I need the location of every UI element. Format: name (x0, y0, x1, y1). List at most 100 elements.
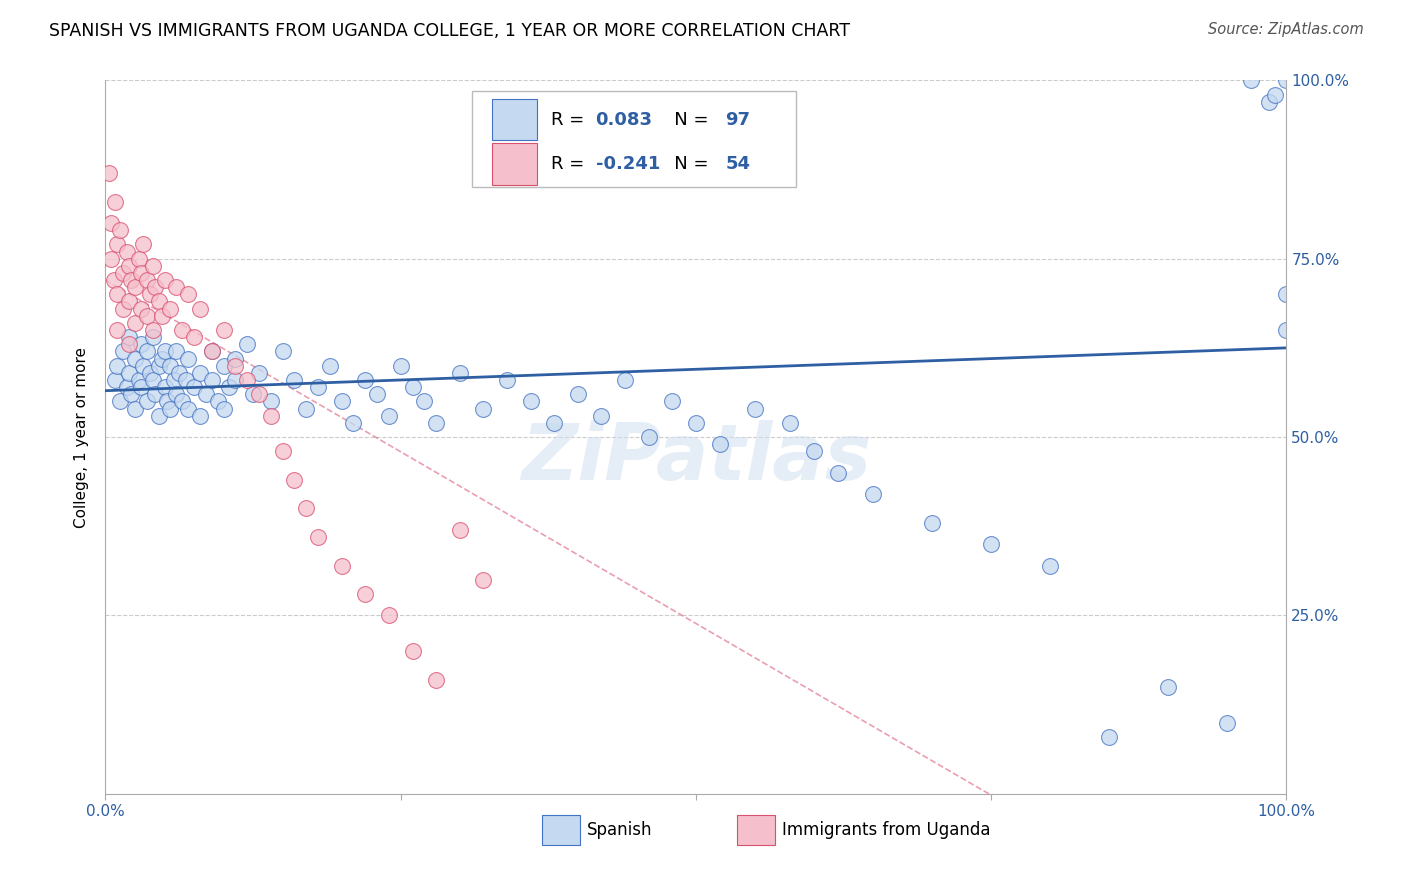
Point (188, 409, 211, 423)
Point (153, 380, 176, 394)
Point (827, 466, 849, 480)
Point (132, 359, 155, 373)
Point (105, 237, 128, 252)
Point (1240, 73, 1263, 87)
Point (212, 401, 235, 416)
Point (236, 373, 259, 387)
Point (142, 323, 165, 337)
Point (118, 337, 141, 351)
Point (115, 244, 138, 259)
Point (148, 359, 170, 373)
Point (108, 394, 131, 409)
Text: Source: ZipAtlas.com: Source: ZipAtlas.com (1208, 22, 1364, 37)
Point (401, 644, 423, 658)
Point (260, 409, 283, 423)
Point (685, 416, 707, 430)
Bar (737, 815, 775, 846)
Point (207, 394, 229, 409)
Point (194, 387, 217, 401)
Text: SPANISH VS IMMIGRANTS FROM UGANDA COLLEGE, 1 YEAR OR MORE CORRELATION CHART: SPANISH VS IMMIGRANTS FROM UGANDA COLLEG… (49, 22, 851, 40)
Point (496, 373, 519, 387)
Point (148, 294, 170, 309)
Point (103, 273, 125, 287)
Point (425, 416, 447, 430)
Point (260, 394, 283, 409)
Point (1264, 87, 1286, 102)
Point (153, 344, 176, 359)
Point (142, 259, 165, 273)
Point (543, 416, 565, 430)
Point (143, 280, 166, 294)
Point (247, 387, 270, 401)
Point (120, 387, 142, 401)
Point (519, 394, 541, 409)
Point (188, 366, 211, 380)
Point (139, 366, 162, 380)
Point (104, 194, 127, 209)
Bar (543, 815, 581, 846)
Text: R =: R = (551, 155, 589, 173)
Text: N =: N = (657, 111, 714, 128)
Point (449, 366, 471, 380)
Point (614, 373, 637, 387)
Point (1275, 287, 1298, 301)
Point (366, 387, 388, 401)
Point (129, 301, 152, 316)
Point (112, 266, 135, 280)
Point (118, 366, 141, 380)
Point (224, 351, 246, 366)
Point (1275, 323, 1298, 337)
Point (167, 366, 190, 380)
Point (177, 401, 200, 416)
Point (135, 273, 157, 287)
Point (201, 344, 224, 359)
Text: Spanish: Spanish (588, 822, 652, 839)
Point (401, 380, 423, 394)
Text: R =: R = (551, 111, 589, 128)
Point (224, 359, 246, 373)
Point (183, 330, 205, 344)
Point (174, 373, 197, 387)
Point (342, 416, 364, 430)
Point (159, 359, 181, 373)
Point (330, 394, 353, 409)
Point (354, 373, 377, 387)
Point (142, 373, 165, 387)
Point (129, 380, 152, 394)
Point (150, 309, 173, 323)
Point (104, 373, 127, 387)
Point (212, 323, 235, 337)
Point (862, 487, 884, 501)
Point (779, 416, 801, 430)
Point (1275, 73, 1298, 87)
Point (236, 337, 259, 351)
Point (159, 301, 181, 316)
Point (165, 280, 187, 294)
Point (128, 252, 150, 266)
Point (135, 344, 157, 359)
Point (156, 394, 179, 409)
Point (295, 401, 318, 416)
Point (378, 409, 401, 423)
Point (98, 166, 121, 180)
Text: N =: N = (657, 155, 714, 173)
Point (413, 394, 436, 409)
Point (118, 294, 141, 309)
Text: 0.083: 0.083 (596, 111, 652, 128)
Point (1257, 95, 1279, 109)
Point (472, 573, 495, 587)
Point (100, 252, 122, 266)
Point (319, 359, 342, 373)
Point (378, 608, 401, 623)
Point (112, 301, 135, 316)
Point (1157, 680, 1180, 694)
Y-axis label: College, 1 year or more: College, 1 year or more (75, 347, 90, 527)
Point (242, 387, 264, 401)
Point (118, 330, 141, 344)
Point (139, 287, 162, 301)
Point (1039, 558, 1062, 573)
Point (567, 387, 589, 401)
FancyBboxPatch shape (471, 91, 796, 187)
Point (637, 430, 659, 444)
Point (271, 444, 294, 458)
